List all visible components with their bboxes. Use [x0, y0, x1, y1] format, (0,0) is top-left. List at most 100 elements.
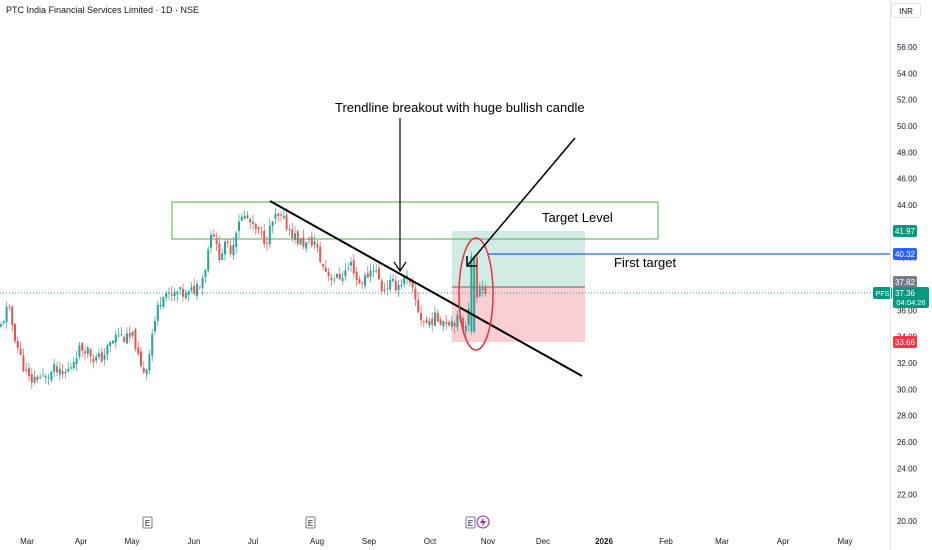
- candle-body: [176, 291, 179, 295]
- first-target-label[interactable]: First target: [614, 255, 677, 270]
- candle-body: [252, 221, 254, 224]
- y-tick-label: 28.00: [897, 412, 918, 421]
- candle-body: [81, 342, 84, 351]
- x-tick-label: Feb: [659, 537, 673, 546]
- candle-body: [0, 324, 2, 327]
- candle-body: [134, 329, 137, 350]
- candle-body: [16, 340, 19, 348]
- candle-body: [414, 288, 417, 300]
- candle-body: [358, 279, 361, 284]
- y-tick-label: 56.00: [897, 43, 918, 52]
- candle-body: [190, 287, 193, 291]
- candle-body: [383, 289, 386, 291]
- candle-body: [333, 279, 336, 281]
- candle-body: [378, 268, 380, 280]
- candle-body: [277, 213, 280, 216]
- candle-body: [478, 288, 481, 297]
- candle-body: [2, 321, 5, 323]
- candle-body: [294, 233, 296, 240]
- candle-body: [179, 287, 182, 290]
- candle-body: [316, 244, 319, 248]
- stop-price-tag[interactable]: 33.66: [893, 336, 917, 348]
- candle-body: [462, 318, 464, 330]
- candle-body: [151, 333, 154, 356]
- candle-body: [434, 312, 436, 326]
- candle-body: [53, 364, 56, 372]
- candle-body: [11, 306, 14, 326]
- supply-zone-box[interactable]: [171, 201, 659, 240]
- candle-body: [218, 243, 221, 260]
- candle-body: [30, 373, 33, 383]
- candle-body: [280, 214, 282, 216]
- candle-body: [44, 376, 47, 378]
- candle-body: [386, 287, 389, 289]
- candle-body: [274, 214, 277, 219]
- candle-body: [260, 231, 263, 233]
- candle-body: [420, 312, 422, 321]
- y-tick-label: 54.00: [897, 69, 918, 78]
- candle-body: [341, 277, 344, 281]
- trendline[interactable]: [269, 200, 583, 377]
- candle-body: [156, 304, 159, 321]
- breakout-annotation[interactable]: Trendline breakout with huge bullish can…: [335, 100, 585, 115]
- candle-body: [308, 239, 310, 241]
- y-tick-label: 22.00: [897, 491, 918, 500]
- candle-body: [288, 229, 291, 231]
- candle-body: [313, 241, 316, 245]
- svg-text:40.32: 40.32: [895, 250, 916, 259]
- candle-body: [184, 292, 187, 299]
- candle-body: [417, 299, 420, 313]
- entry-price-tag[interactable]: 37.82: [893, 276, 917, 288]
- breakout-circle[interactable]: [458, 237, 494, 351]
- candle-body: [201, 278, 204, 288]
- candle-body: [36, 376, 39, 381]
- y-tick-label: 36.00: [897, 306, 918, 315]
- earnings-marker[interactable]: E: [142, 516, 153, 529]
- y-tick-label: 24.00: [897, 464, 918, 473]
- target-level-label[interactable]: Target Level: [542, 210, 613, 225]
- lightning-icon[interactable]: [476, 515, 490, 529]
- x-tick-label: Sep: [362, 537, 377, 546]
- candle-body: [123, 336, 126, 342]
- time-axis[interactable]: Mar Apr May Jun Jul Aug Sep Oct Nov Dec 2026 Feb Mar…: [20, 537, 852, 546]
- candle-body: [154, 321, 156, 332]
- earnings-marker[interactable]: E: [465, 516, 476, 529]
- earnings-marker[interactable]: E: [305, 516, 316, 529]
- candle-body: [310, 236, 313, 246]
- candle-body: [89, 349, 92, 357]
- candle-body: [50, 371, 53, 381]
- last-price-tag[interactable]: 37.36 04:04:26: [893, 287, 929, 308]
- candle-body: [95, 356, 98, 361]
- candle-body: [246, 215, 249, 219]
- candle-body: [473, 256, 476, 332]
- price-axis-border: [890, 0, 891, 550]
- candle-body: [120, 334, 123, 336]
- currency-selector[interactable]: INR: [891, 3, 921, 18]
- candle-body: [484, 286, 487, 294]
- candle-body: [456, 314, 459, 328]
- candle-body: [347, 267, 350, 269]
- candle-body: [450, 320, 453, 327]
- first-target-price-tag[interactable]: 40.32: [893, 248, 917, 260]
- candle-body: [436, 313, 439, 322]
- y-tick-label: 26.00: [897, 438, 918, 447]
- svg-text:33.66: 33.66: [895, 338, 916, 347]
- y-tick-label: 20.00: [897, 517, 918, 526]
- candle-body: [361, 282, 364, 284]
- target-price-tag[interactable]: 41.97: [893, 225, 917, 237]
- candle-body: [235, 232, 238, 247]
- symbol-tag[interactable]: PFS: [873, 287, 892, 299]
- y-tick-label: 32.00: [897, 359, 918, 368]
- candle-body: [58, 368, 61, 375]
- price-tags: 41.97 40.32 37.82 PFS 37.36 04:04:26 33.…: [873, 225, 929, 348]
- candle-body: [64, 372, 67, 374]
- candle-body: [431, 318, 434, 325]
- candle-body: [103, 354, 106, 360]
- candle-body: [350, 262, 352, 266]
- candle-body: [14, 323, 16, 342]
- candle-body: [355, 271, 358, 280]
- svg-text:E: E: [308, 519, 313, 528]
- candle-body: [117, 335, 120, 337]
- candle-body: [445, 322, 448, 324]
